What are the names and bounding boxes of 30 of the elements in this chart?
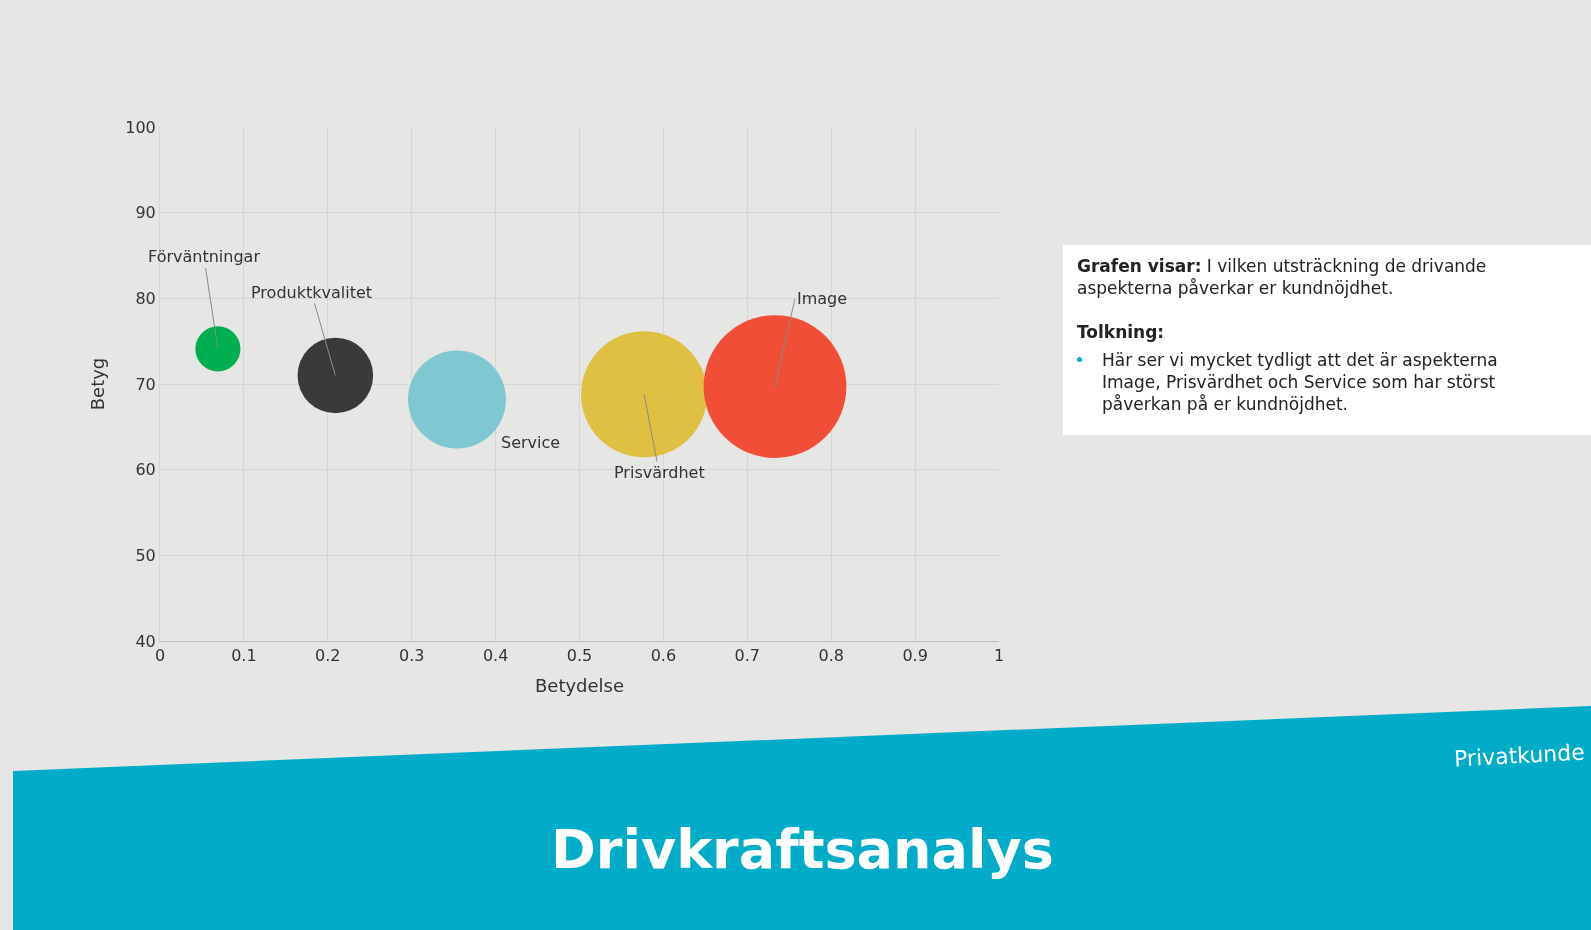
x-axis-title: Betydelse (534, 675, 625, 697)
x-tick-label: 0.5 (566, 646, 593, 666)
y-tick-label: 70 (135, 374, 156, 394)
x-tick-label: 0.2 (315, 646, 341, 666)
x-tick-label: 0.1 (231, 646, 257, 666)
x-tick-label: 0.3 (398, 646, 425, 666)
text: Förväntningar (148, 247, 261, 266)
series-label: Service (501, 433, 561, 452)
y-tick-label: 60 (135, 460, 156, 480)
text: Här ser vi mycket tydligt att det är aspekterna Image, Prisvärdhet och Service som har störst påverkan på er kundnöjdhet. (1102, 350, 1498, 415)
x-tick-label: 0.6 (650, 646, 677, 666)
x-tick-label: 0.7 (734, 646, 761, 666)
x-tick-label: 0.8 (818, 646, 844, 666)
text: Drivkraftsanalys (551, 818, 1054, 881)
text: Privatkunde (1453, 739, 1586, 772)
text: Produktkvalitet (251, 283, 373, 302)
series-label: Image (797, 289, 848, 308)
x-tick-label: 1 (993, 646, 1005, 666)
x-tick-label: 0.9 (902, 646, 928, 666)
y-tick-label: 80 (135, 288, 156, 308)
y-tick-label: 100 (125, 117, 156, 137)
x-tick-label: 0 (154, 646, 166, 666)
y-axis-title: Betyg (87, 357, 109, 411)
y-tick-label: 50 (135, 545, 156, 565)
text: Tolkning: (1077, 322, 1165, 342)
y-tick-label: 90 (135, 203, 156, 223)
series-label: Prisvärdhet (614, 463, 705, 482)
y-tick-label: 40 (135, 631, 156, 651)
text: Grafen visar: I vilken utsträckning de drivande aspekterna påverkar er kundnöjdhet. (1077, 256, 1487, 299)
x-tick-label: 0.4 (482, 646, 509, 666)
